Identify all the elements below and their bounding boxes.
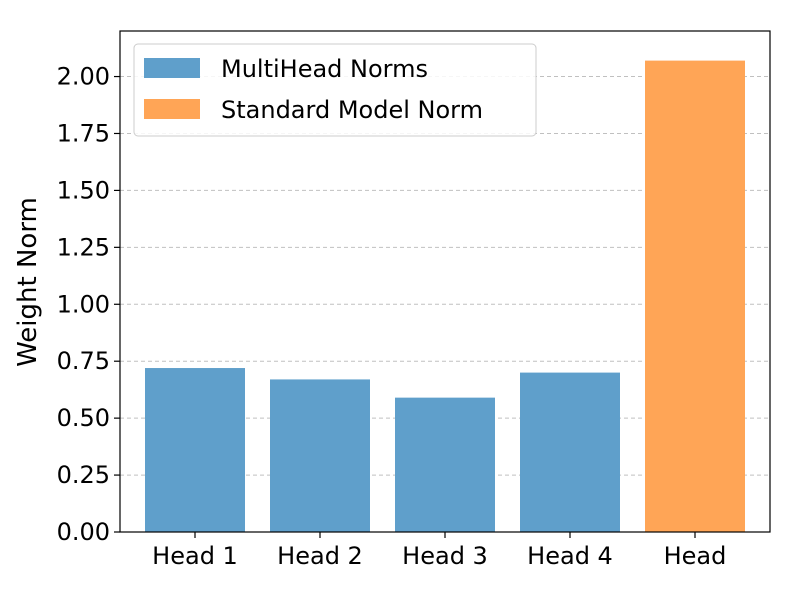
bar-head-3	[395, 397, 495, 532]
bar-head-4	[520, 372, 620, 532]
y-tick-label: 0.75	[57, 347, 110, 375]
y-tick-label: 1.00	[57, 290, 110, 318]
x-tick-label: Head 2	[277, 542, 363, 570]
legend-label-multihead: MultiHead Norms	[221, 55, 428, 83]
x-axis-ticks: Head 1 Head 2 Head 3 Head 4 Head	[152, 532, 726, 570]
x-tick-label: Head 3	[402, 542, 488, 570]
y-tick-label: 0.50	[57, 404, 110, 432]
x-tick-label: Head 1	[152, 542, 238, 570]
y-tick-label: 0.25	[57, 461, 110, 489]
y-tick-label: 0.00	[57, 518, 110, 546]
legend-swatch-standard	[144, 99, 200, 119]
bar-head	[645, 60, 745, 532]
y-axis-ticks: 0.00 0.25 0.50 0.75 1.00 1.25 1.50 1.75 2.00	[57, 63, 120, 546]
bar-head-2	[270, 379, 370, 532]
x-tick-label: Head 4	[527, 542, 613, 570]
x-tick-label: Head	[664, 542, 727, 570]
y-tick-label: 1.50	[57, 176, 110, 204]
legend-label-standard: Standard Model Norm	[221, 96, 483, 124]
legend-swatch-multihead	[144, 58, 200, 78]
legend: MultiHead Norms Standard Model Norm	[133, 43, 537, 137]
y-tick-label: 2.00	[57, 63, 110, 91]
bar-head-1	[145, 368, 245, 532]
y-tick-label: 1.75	[57, 119, 110, 147]
legend-box	[133, 43, 537, 137]
y-tick-label: 1.25	[57, 233, 110, 261]
y-axis-label: Weight Norm	[13, 197, 43, 367]
bars	[145, 60, 745, 532]
